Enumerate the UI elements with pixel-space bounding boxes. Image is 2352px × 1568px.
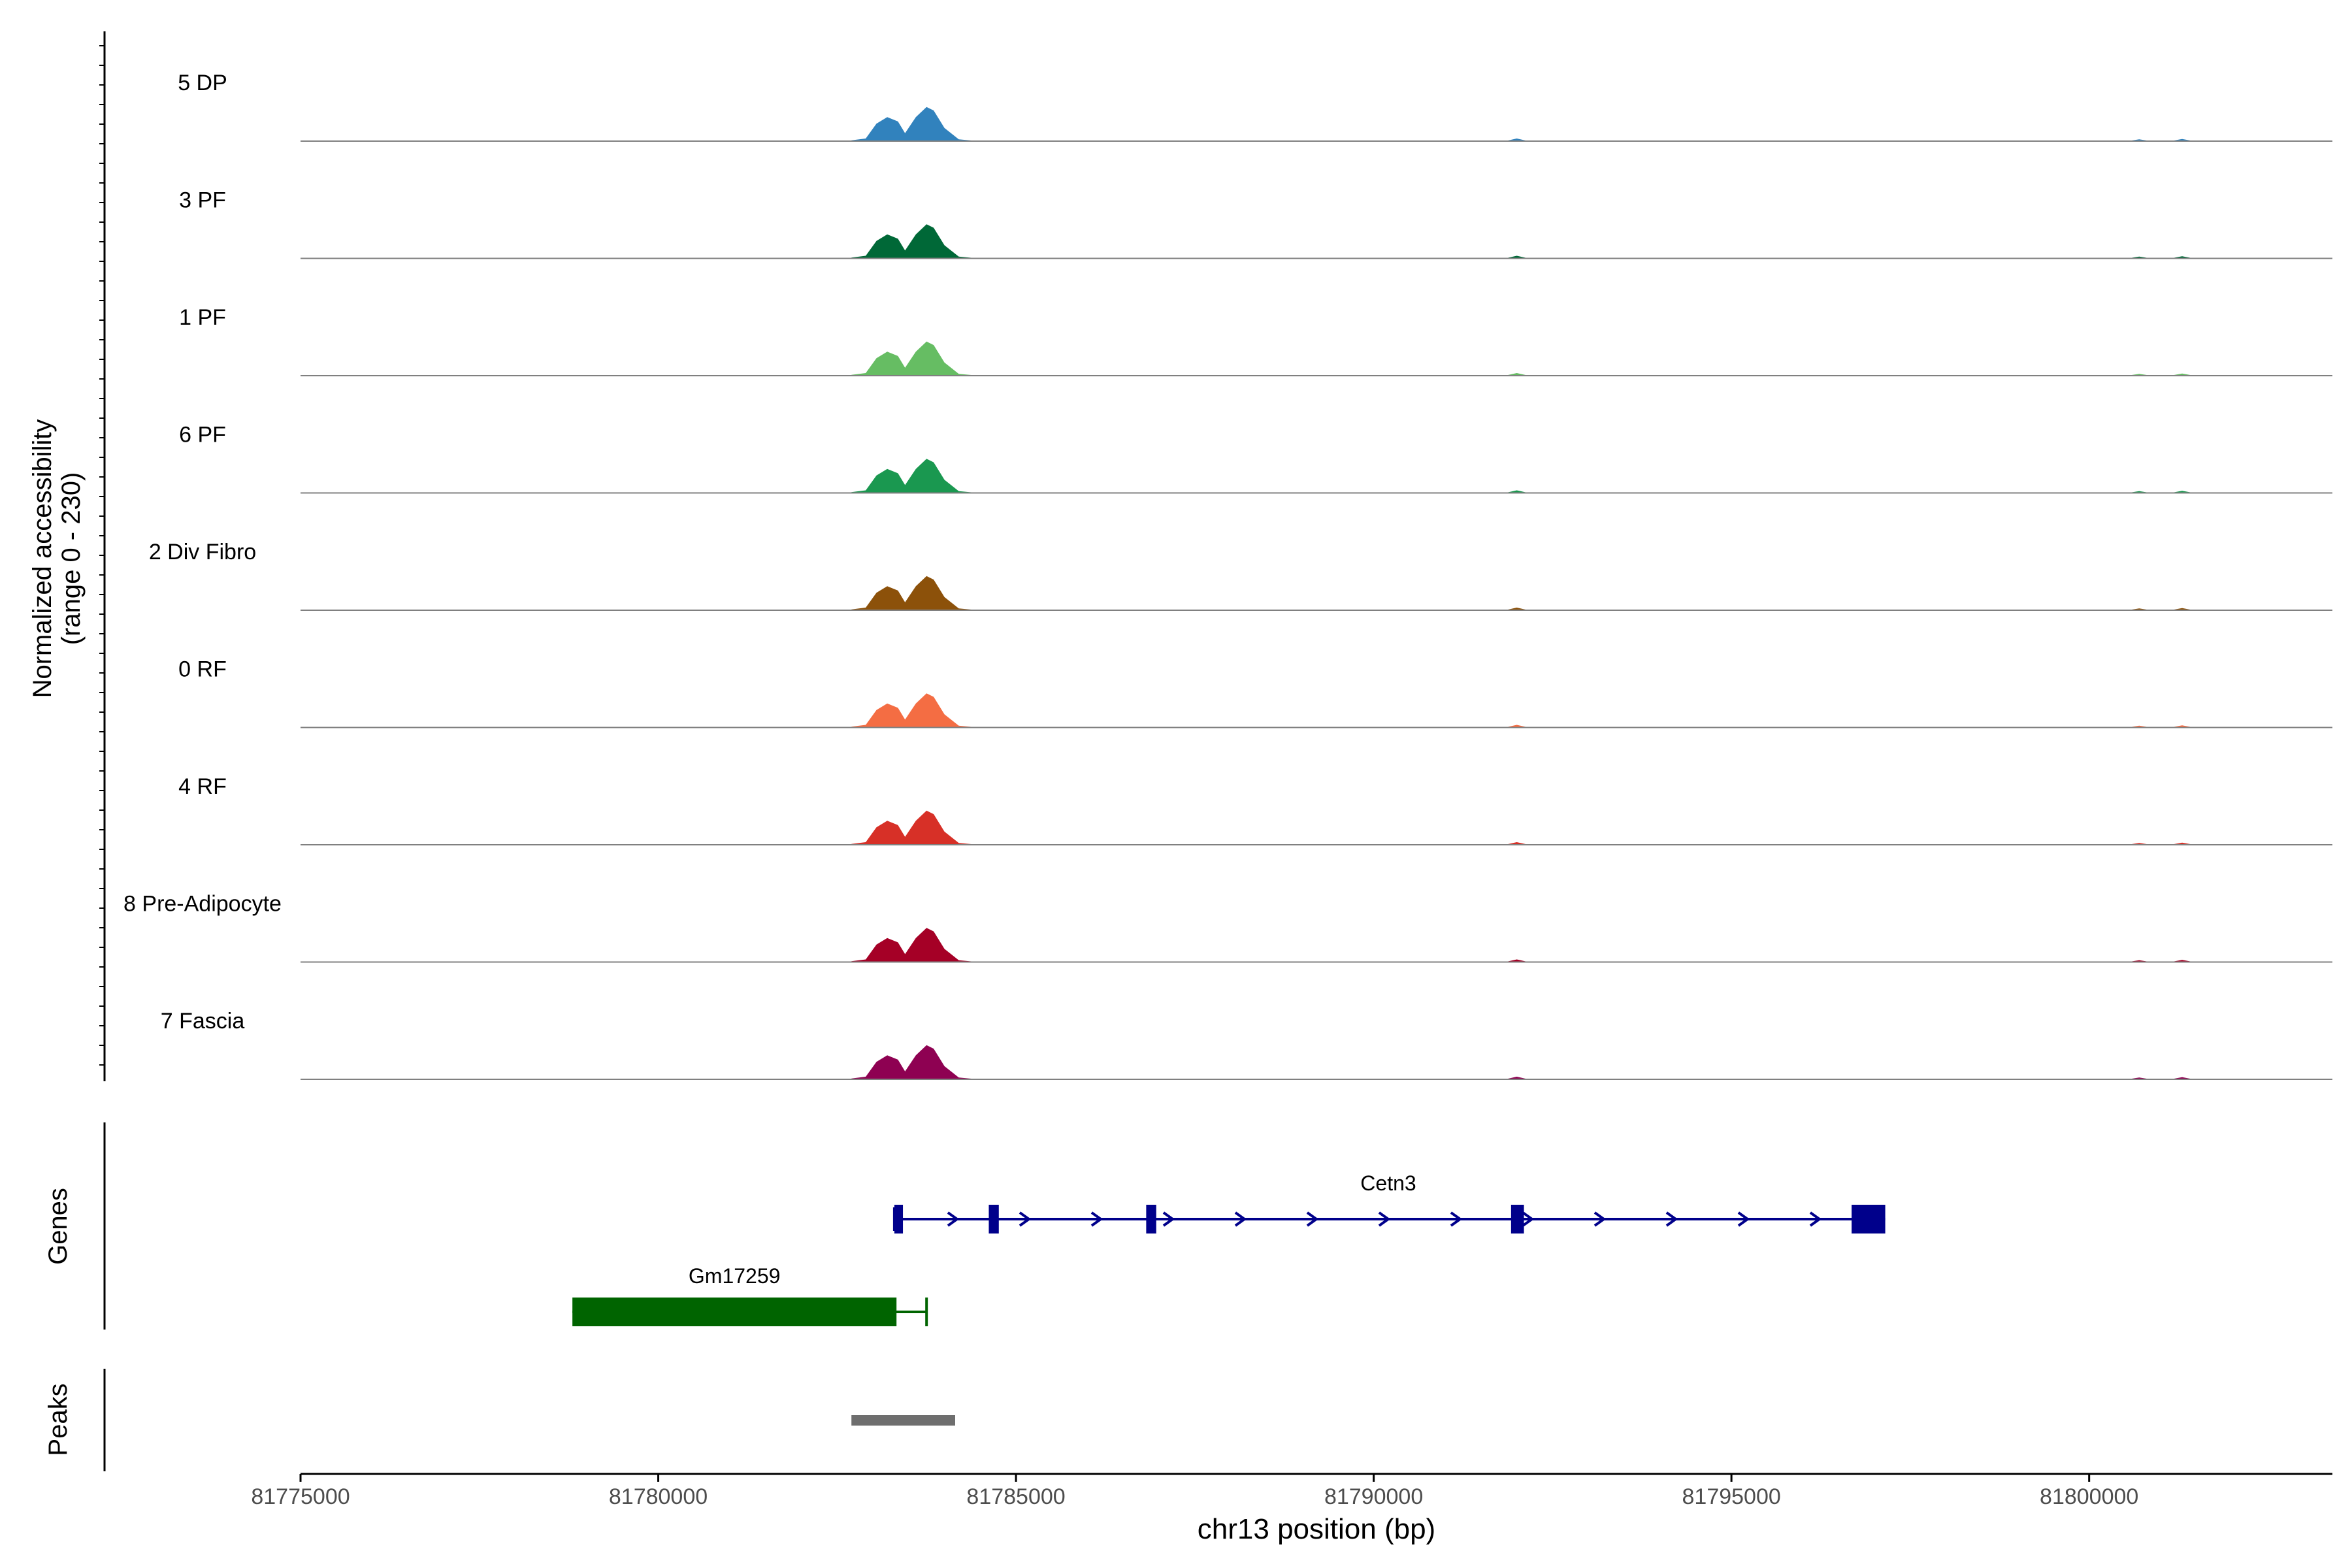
strand-arrow [1019,1211,1032,1227]
coverage-area [851,693,973,728]
strand-arrow [1522,1211,1535,1227]
track-label: 0 RF [178,657,227,682]
x-tick-label: 81800000 [2040,1484,2138,1509]
coverage-area [851,459,973,493]
strand-arrow [947,1211,960,1227]
x-tick-label: 81795000 [1682,1484,1781,1509]
x-tick-label: 81780000 [609,1484,708,1509]
coverage-area [851,576,973,610]
track: 7 Fascia [161,1009,2332,1080]
gene-annotations: Cetn3 Gm17259 [572,1171,1886,1326]
track-label: 5 DP [178,71,227,95]
track-label: 1 PF [179,305,226,330]
gene-exon [894,1205,904,1233]
track: 0 RF [178,657,2332,728]
strand-arrow [1090,1211,1103,1227]
strand-arrow [1162,1211,1175,1227]
track: 8 Pre-Adipocyte [123,892,2332,963]
gene-exon [1511,1205,1524,1233]
coverage-area [851,1045,973,1079]
strand-arrow [1234,1211,1247,1227]
gene-exon [1852,1205,1886,1233]
genes-panel-label: Genes [44,1188,73,1265]
strand-arrow [1737,1211,1750,1227]
coverage-area [851,928,973,962]
x-tick-label: 81790000 [1324,1484,1423,1509]
track-label: 4 RF [178,774,227,799]
track: 6 PF [179,423,2332,494]
x-axis-ticks: 81775000 81780000 81785000 81790000 81795000… [251,1474,2138,1509]
peak-bar [851,1415,955,1426]
strand-arrow [1450,1211,1463,1227]
track: 3 PF [179,188,2332,259]
track-label: 3 PF [179,188,226,213]
gene-label: Gm17259 [689,1264,781,1288]
strand-arrow [1378,1211,1391,1227]
peak-annotations [851,1415,955,1426]
strand-arrow [1809,1211,1822,1227]
track-label: 2 Div Fibro [149,540,256,564]
coverage-y-axis-title: Normalized accessibility [28,419,57,698]
x-tick-label: 81785000 [966,1484,1065,1509]
x-axis-title: chr13 position (bp) [1198,1513,1435,1545]
strand-arrow [1306,1211,1319,1227]
coverage-area [851,341,973,376]
track: 4 RF [178,774,2332,845]
track-label: 7 Fascia [161,1009,245,1034]
x-tick-label: 81775000 [251,1484,350,1509]
track-label: 6 PF [179,423,226,448]
coverage-area [851,810,973,845]
gene-label: Cetn3 [1360,1171,1416,1195]
track-label: 8 Pre-Adipocyte [123,892,282,917]
gene-exon [988,1205,999,1233]
track: 2 Div Fibro [149,540,2332,611]
peaks-panel-label: Peaks [44,1383,73,1456]
gene-gm17259: Gm17259 [572,1264,928,1326]
coverage-y-axis-subtitle: (range 0 - 230) [57,472,86,645]
track: 5 DP [178,71,2332,142]
strand-arrow [1665,1211,1678,1227]
gene-exon [572,1298,897,1326]
track: 1 PF [179,305,2332,376]
coverage-area [851,224,973,259]
coverage-tracks: 5 DP 3 PF 1 PF 6 PF 2 Div Fibro 0 RF 4 RF 8 Pre… [123,71,2332,1080]
gene-exon [1146,1205,1156,1233]
gene-cetn3: Cetn3 [892,1171,1886,1233]
strand-arrow [1593,1211,1607,1227]
coverage-area [851,106,973,141]
